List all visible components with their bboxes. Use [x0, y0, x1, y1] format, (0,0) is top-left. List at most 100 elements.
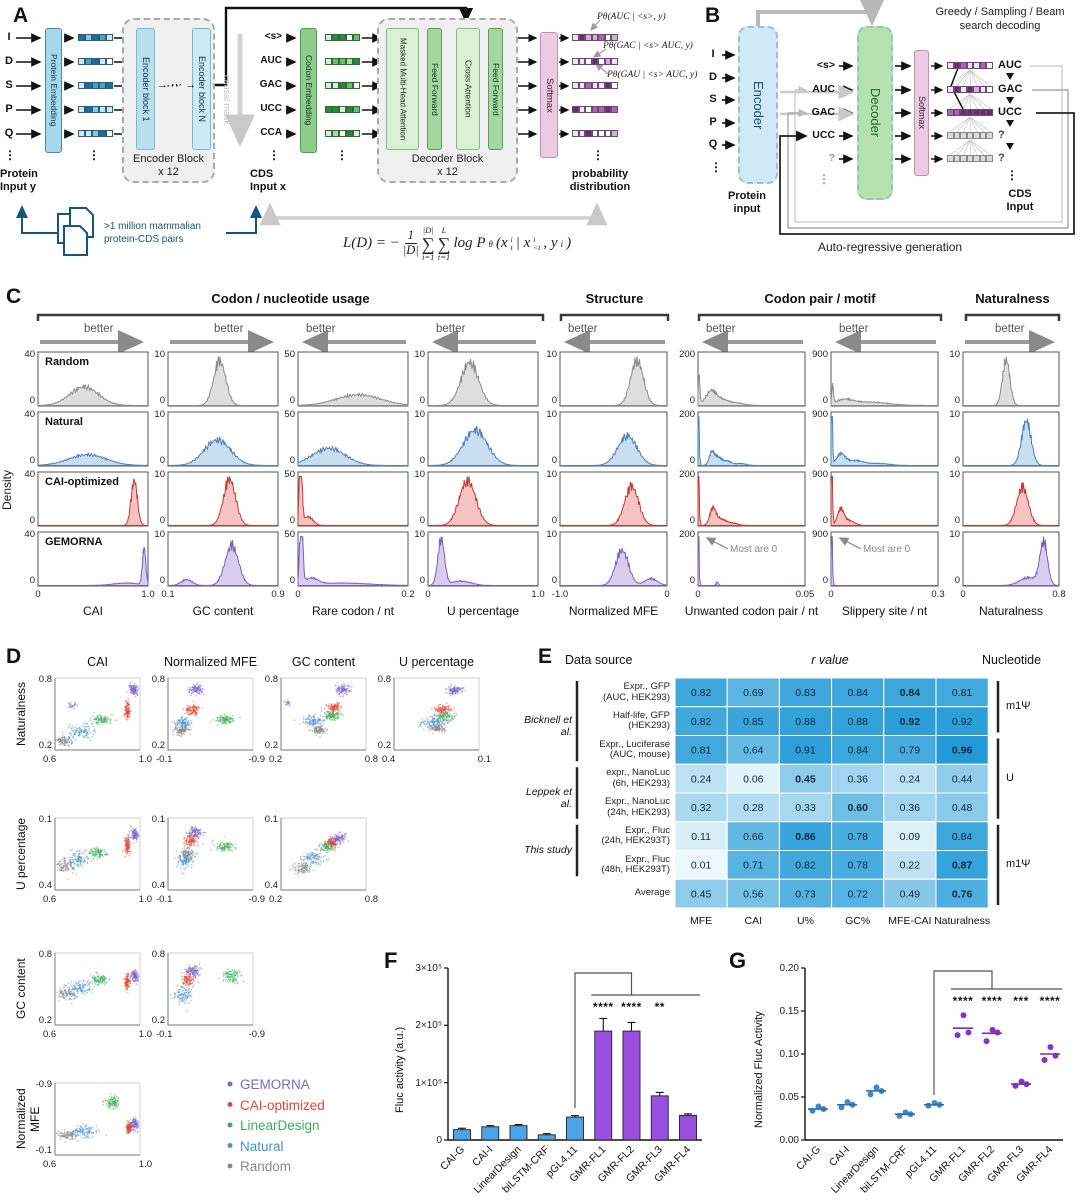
data-source-header: Data source	[565, 653, 633, 667]
y-axis-zero-tick: 0	[159, 515, 165, 526]
bar-CAI-G	[453, 1129, 471, 1141]
protein-token: P	[5, 103, 13, 115]
r-value-cell: 0.96	[952, 745, 973, 757]
y-axis-zero-tick: 0	[954, 515, 960, 526]
y-axis-max-tick: 10	[414, 469, 425, 480]
x-axis-min-tick: -1.0	[551, 589, 569, 600]
y-max-tick: 0.1	[38, 814, 52, 825]
y-min-tick: -0.1	[35, 1145, 52, 1156]
significance-stars: ***	[1013, 994, 1029, 1008]
y-axis-max-tick: 10	[154, 469, 165, 480]
r-value-cell: 0.33	[795, 802, 816, 814]
vertical-ellipsis: ⋮	[592, 148, 604, 162]
r-value-cell: 0.45	[795, 773, 816, 785]
better-direction-label: better	[995, 323, 1025, 335]
embedding-vector	[78, 106, 113, 113]
r-value-cell: 0.56	[743, 888, 764, 900]
y-min-tick: 0.2	[38, 1015, 52, 1026]
bar-category-label: CAI-I	[470, 1144, 495, 1169]
r-value-cell: 0.81	[952, 687, 973, 699]
y-axis-zero-tick: 0	[689, 395, 695, 406]
cds-output-token-b: AUC	[998, 59, 1022, 71]
data-point-CAI-G	[815, 1103, 822, 1110]
x-min-tick: 0.6	[43, 754, 57, 765]
x-axis-max-tick: 0.9	[271, 589, 285, 600]
y-axis-zero-tick: 0	[822, 455, 828, 466]
y-axis-zero-tick: 0	[29, 395, 35, 406]
r-value-cell: 0.24	[691, 773, 712, 785]
y-axis-zero-tick: 0	[689, 575, 695, 586]
heatmap-column-label: GC%	[845, 915, 871, 927]
softmax-box-b: Softmax	[914, 50, 929, 176]
protein-token-b: P	[709, 116, 717, 128]
protein-token-b: S	[709, 93, 717, 105]
r-value-cell: 0.78	[847, 831, 868, 843]
r-value-cell: 0.83	[795, 687, 816, 699]
panel-a-label: A	[13, 4, 29, 27]
better-direction-label: better	[84, 323, 114, 335]
cds-output-token-b: GAC	[998, 83, 1023, 95]
y-axis-max-tick: 50	[284, 409, 295, 420]
y-axis-max-tick: 900	[812, 409, 828, 420]
r-value-cell: 0.87	[952, 860, 973, 872]
y-axis-max-tick: 10	[154, 529, 165, 540]
y-axis-zero-tick: 0	[419, 455, 425, 466]
scatter-row-title: U percentage	[14, 817, 28, 891]
y-min-tick: 0.2	[151, 1015, 165, 1026]
heatmap-column-label: CAI	[744, 915, 763, 927]
r-value-cell: 0.73	[795, 888, 816, 900]
panel-e-label: E	[538, 645, 553, 668]
nucleotide-label: m1Ψ	[1006, 857, 1031, 870]
masked-multihead-attention-box: Masked Multi-Head Attention	[386, 28, 419, 150]
embedding-vector	[325, 106, 360, 113]
y-axis-max-tick: 50	[284, 469, 295, 480]
x-max-tick: 1.0	[138, 754, 152, 765]
embedding-vector	[325, 34, 360, 41]
vertical-ellipsis: ⋮	[4, 148, 16, 162]
vertical-ellipsis: ⋮	[268, 148, 280, 162]
panel-b-autoregressive: B Greedy / Sampling / Beam search decodin…	[700, 0, 1080, 285]
bar-CAI-I	[481, 1126, 500, 1141]
bar-category-label: CAI-G	[438, 1144, 467, 1173]
y-axis-max-tick: 200	[679, 529, 695, 540]
nucleotide-label: m1Ψ	[1006, 699, 1031, 712]
y-axis-zero-tick: 0	[551, 395, 557, 406]
nucleotide-header: Nucleotide	[982, 653, 1042, 667]
y-min-tick: 0.2	[377, 740, 391, 751]
prob-vector-b	[947, 62, 993, 69]
y-axis-zero-tick: 0	[159, 395, 165, 406]
significance-stars: ****	[953, 994, 974, 1008]
scatter-row-title: Naturalness	[14, 681, 28, 747]
protein-input-label-b: Protein input	[728, 190, 766, 216]
r-value-cell: 0.92	[900, 716, 921, 728]
cds-input-token-b: AUC	[812, 83, 835, 95]
y-axis-zero-tick: 0	[159, 455, 165, 466]
embedding-vector	[572, 82, 618, 89]
cds-token: <s>	[264, 31, 282, 42]
better-direction-label: better	[436, 323, 466, 335]
x-min-tick: 0.4	[382, 754, 396, 765]
metric-group-title: Structure	[585, 291, 644, 306]
heatmap-column-label: Naturalness	[934, 915, 991, 927]
study-group-label: This study	[524, 843, 572, 856]
heatmap-row-label: Half-life, GFP (HEK293)	[612, 709, 670, 732]
heatmap-column-label: U%	[797, 915, 814, 927]
y-max-tick: 0.8	[151, 674, 165, 685]
metric-column-name: GC content	[192, 604, 254, 618]
encoder-block-1-box: Encoder block 1	[136, 28, 155, 150]
cds-input-token-b: <s>	[816, 59, 835, 71]
y-axis-zero-tick: 0	[954, 395, 960, 406]
x-axis-max-tick: 0.05	[795, 589, 815, 600]
y-tick-label: 2×10⁵	[415, 1020, 442, 1032]
protein-token: S	[5, 79, 13, 91]
causal-mask-label: causal mask	[222, 74, 232, 126]
x-axis-min-tick: 0	[35, 589, 41, 600]
x-max-tick: 1.0	[138, 1159, 152, 1170]
vertical-ellipsis: ⋮	[336, 148, 348, 162]
r-value-cell: 0.79	[900, 745, 921, 757]
protein-input-label: Protein Input y	[0, 168, 38, 194]
prob-label-3: Pθ(GAU | <s> AUC, y)	[607, 70, 698, 80]
x-min-tick: 0.6	[43, 1159, 57, 1170]
scatter-row-title: GC content	[14, 958, 28, 1020]
cds-token: UCC	[260, 103, 282, 114]
